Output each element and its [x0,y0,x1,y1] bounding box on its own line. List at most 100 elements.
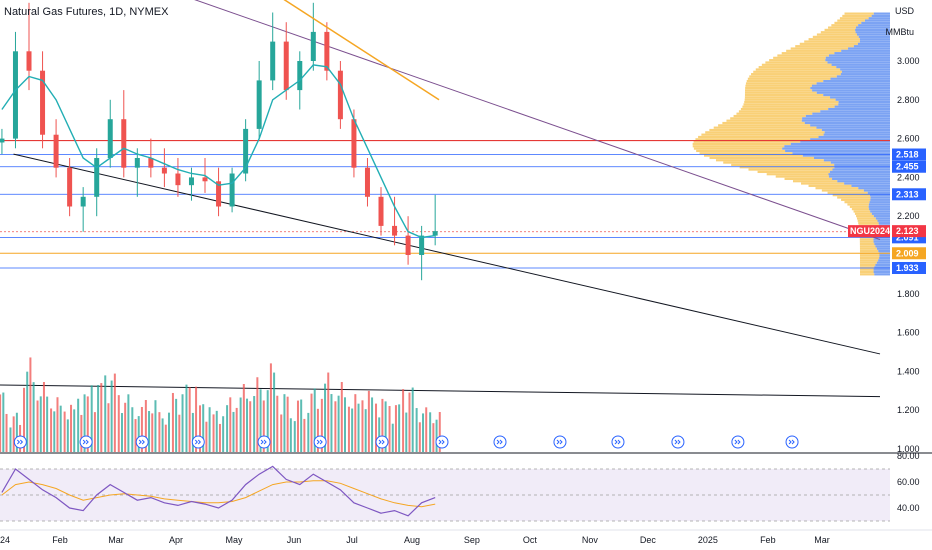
profile-bar [795,45,854,48]
rsi-line [1,465,436,517]
profile-bar [873,270,890,274]
volume-bar [195,386,198,452]
profile-bar [810,124,890,127]
profile-bar [859,245,876,248]
volume-bar [2,392,5,452]
event-arrow-icon [614,439,621,445]
event-marker-icon [785,435,799,449]
volume-bar [432,423,435,452]
volume-bar [273,372,276,452]
volume-bar [357,403,360,452]
volume-bar [127,394,130,452]
candle-body [40,70,46,135]
profile-bar [844,201,870,204]
volume-bar [208,407,211,452]
profile-bar [859,249,879,253]
profile-bar [838,103,890,106]
profile-bar [766,173,829,176]
profile-bar [859,261,877,264]
price-badge [892,160,926,173]
volume-bar [113,373,116,452]
profile-bar [855,31,890,34]
profile-bar [802,154,890,157]
volume-bar [175,398,178,452]
volume-bar [316,408,319,452]
volume-bar [235,407,238,452]
event-marker-icon [493,435,507,449]
profile-bar [744,91,817,94]
volume-bar [266,390,269,452]
candle-body [80,196,86,207]
profile-bar [856,215,874,218]
profile-bar [858,222,879,225]
profile-bar [744,96,831,99]
volume-bar [148,411,151,452]
event-marker-icon [553,435,567,449]
candle-body [243,128,249,174]
profile-bar [713,126,817,129]
profile-bar [773,56,826,59]
profile-bar [811,84,890,87]
unit-label[interactable]: MMBtu [885,27,914,37]
profile-bar [832,177,890,180]
profile-bar [874,266,890,269]
candle-body [405,235,411,255]
candle-body [432,231,438,236]
candle-body [419,235,425,255]
volume-bar [39,396,42,452]
ticker-label: NGU2024 [850,226,890,236]
profile-bar [784,145,890,148]
profile-bar [875,263,890,267]
profile-bar [745,84,812,87]
profile-bar [834,163,890,167]
price-tick-label: 1.000 [897,444,920,454]
profile-bar [873,12,890,15]
volume-bar [36,400,39,452]
profile-bar [730,117,803,120]
volume-bar [131,407,134,452]
profile-bar [857,42,890,45]
event-arrow-icon [788,439,795,445]
moving-averages [1,0,440,239]
volume-bar [46,396,49,452]
candle-body [107,119,113,158]
volume-bar [398,404,401,452]
profile-bar [875,245,890,248]
profile-bar [769,59,826,62]
profile-bar [786,49,842,52]
current-price-badge [892,225,926,238]
candle-body [351,119,357,168]
volume-bar [97,384,100,452]
volume-bar [93,412,96,452]
profile-bar [805,114,890,118]
profile-bar [816,82,890,85]
profile-bar [828,173,890,176]
profile-bar [837,196,871,199]
volume-bar [90,385,93,452]
profile-bar [841,198,871,201]
profile-bar [709,156,814,160]
candle-body [94,158,100,197]
volume-bar [154,400,157,452]
candle-body [392,225,398,236]
volume-bar [178,414,181,452]
currency-label[interactable]: USD [894,6,914,16]
volume-bar [334,401,337,452]
volume-bar [83,394,86,452]
volume-bar [56,397,59,452]
profile-bar [830,161,890,164]
volume-bar [303,418,306,452]
candle-body [0,138,5,143]
profile-bar [834,52,890,55]
profile-bar [859,259,879,262]
volume-bar [361,400,364,452]
candle-body [121,119,127,168]
profile-bar [739,166,835,169]
rsi-tick-label: 40.00 [897,503,920,513]
price-tick-label: 2.800 [897,95,920,105]
volume-bar [289,418,292,452]
time-tick-label: Apr [169,535,183,545]
volume-bar [120,413,123,452]
volume-bar [435,419,438,452]
profile-bar [861,21,890,25]
